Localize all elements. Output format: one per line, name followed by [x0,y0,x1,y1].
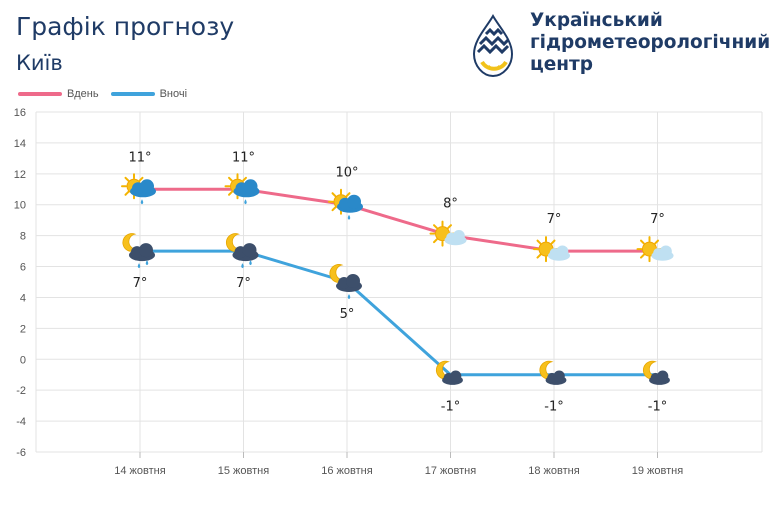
sun-cloud-icon [533,236,571,263]
day-temperature-line [140,187,658,253]
night-temperature-label: -1° [544,400,563,415]
legend-day-label: Вдень [67,88,99,100]
night-temperature-line [140,249,658,377]
x-tick-label: 18 жовтня [528,465,579,477]
night-temperature-label: 7° [133,276,148,291]
moon-cloud-icon [435,360,463,385]
moon-cloud-rain-icon [122,233,155,269]
y-tick-label: 6 [20,262,26,274]
y-tick-label: 10 [14,200,26,212]
city-name: Київ [16,51,63,75]
legend-day-swatch [18,92,62,96]
sun-cloud-icon [636,236,674,263]
y-tick-label: 4 [20,292,26,304]
organization-line-1: Український [530,10,663,31]
y-tick-label: -4 [16,416,26,428]
night-temperature-label: -1° [648,400,667,415]
legend-night-swatch [110,92,155,96]
ukrhydromet-logo-icon [472,14,514,78]
x-tick-label: 14 жовтня [114,465,165,477]
moon-cloud-icon [642,360,670,385]
y-tick-label: 8 [20,231,26,243]
page-title: Графік прогнозу [16,12,235,41]
y-tick-label: 2 [20,323,26,335]
y-tick-label: 14 [14,138,26,150]
day-temperature-label: 11° [232,150,255,165]
day-temperature-label: 7° [650,212,665,227]
legend-item-night[interactable]: Вночі [110,88,188,100]
organization-line-3: центр [530,54,594,75]
moon-cloud-rain-icon [329,264,362,299]
legend-item-day[interactable]: Вдень [18,88,99,100]
day-temperature-label: 7° [547,212,562,227]
y-tick-label: -2 [16,385,26,397]
sun-cloud-icon [429,220,467,247]
x-tick-label: 15 жовтня [218,465,269,477]
chart-legend: Вдень Вночі [18,88,199,100]
sun-cloud-rain-icon [328,188,363,220]
y-tick-label: 16 [14,107,26,119]
x-tick-label: 19 жовтня [632,465,683,477]
night-temperature-label: -1° [441,400,460,415]
day-temperature-label: 8° [443,197,458,212]
y-tick-label: -6 [16,447,26,459]
moon-cloud-rain-icon [225,233,259,269]
organization-name: Український гідрометеорологічний центр [530,10,770,76]
moon-cloud-icon [539,360,567,385]
day-temperature-label: 10° [335,166,358,181]
y-tick-label: 12 [14,169,26,181]
sun-cloud-rain-icon [224,173,260,205]
y-tick-label: 0 [20,354,26,366]
night-temperature-label: 5° [340,307,355,322]
x-tick-label: 16 жовтня [321,465,372,477]
sun-cloud-rain-icon [121,173,156,205]
night-temperature-label: 7° [236,276,251,291]
day-temperature-label: 11° [128,150,151,165]
x-tick-label: 17 жовтня [425,465,476,477]
organization-line-2: гідрометеорологічний [530,32,770,53]
legend-night-label: Вночі [159,88,188,100]
